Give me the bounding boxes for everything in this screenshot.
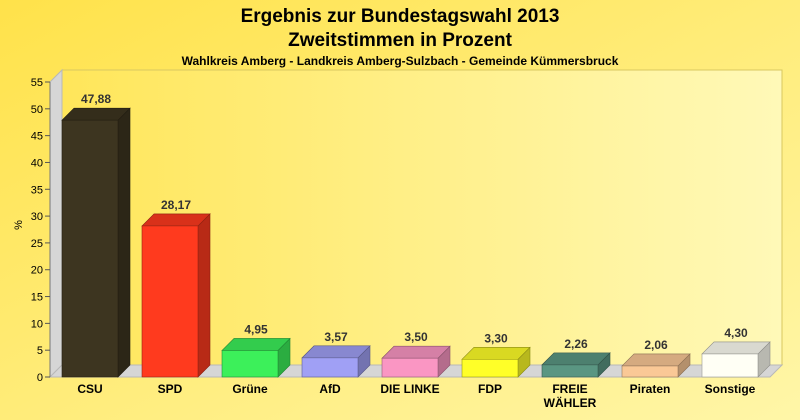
bar-grüne <box>221 337 291 378</box>
chart-subtitle: Wahlkreis Amberg - Landkreis Amberg-Sulz… <box>182 54 619 68</box>
bar-sonstige <box>701 341 771 378</box>
bar-top <box>461 346 531 360</box>
data-label: 3,30 <box>484 331 508 345</box>
y-tick-label: 45 <box>31 131 43 143</box>
bar-top <box>301 345 371 359</box>
y-tick-label: 25 <box>31 238 43 250</box>
bar-front <box>621 365 679 378</box>
y-tick-label: 35 <box>31 184 43 196</box>
x-tick-label: AfD <box>319 382 341 396</box>
data-label: 2,26 <box>564 337 588 351</box>
x-tick-label: WÄHLER <box>544 395 597 410</box>
bar-afd <box>301 345 371 378</box>
x-tick-label: FREIE <box>552 382 587 396</box>
y-tick-label: 40 <box>31 157 43 169</box>
bar-die-linke <box>381 345 451 378</box>
bar-freie-wähler <box>541 352 611 378</box>
bar-spd <box>141 213 211 378</box>
y-tick-label: 30 <box>31 211 43 223</box>
y-tick-label: 10 <box>31 318 43 330</box>
bar-side <box>117 107 131 378</box>
data-label: 3,57 <box>324 330 348 344</box>
bar-top <box>221 338 291 351</box>
bar-front <box>61 119 119 378</box>
bar-top <box>701 341 771 355</box>
y-tick-label: 0 <box>37 372 43 384</box>
bar-front <box>461 358 519 378</box>
bar-front <box>381 357 439 378</box>
y-tick-label: 55 <box>31 77 43 89</box>
data-label: 2,06 <box>644 338 668 352</box>
bar-csu <box>61 107 131 378</box>
bar-piraten <box>621 353 691 378</box>
x-tick-label: Grüne <box>232 382 268 396</box>
bar-front <box>701 353 759 378</box>
bar-top <box>61 107 131 121</box>
chart-title: Ergebnis zur Bundestagswahl 2013 <box>241 6 560 27</box>
x-tick-label: Piraten <box>630 382 671 396</box>
data-label: 4,95 <box>244 322 268 336</box>
bar-top <box>541 352 611 366</box>
bar-top <box>381 345 451 359</box>
chart-title-line2: Zweitstimmen in Prozent <box>288 30 512 51</box>
plot-left-wall <box>49 68 63 379</box>
bar-top <box>621 353 691 367</box>
x-tick-label: DIE LINKE <box>380 382 439 396</box>
x-tick-label: Sonstige <box>705 382 756 396</box>
data-label: 28,17 <box>161 198 191 212</box>
data-label: 4,30 <box>724 326 748 340</box>
bar-side <box>197 213 211 378</box>
bar-front <box>221 350 279 378</box>
bar-front <box>141 225 199 378</box>
y-tick-label: 20 <box>31 265 43 277</box>
bar-fdp <box>461 346 531 378</box>
y-tick-label: 15 <box>31 292 43 304</box>
data-label: 47,88 <box>81 92 111 106</box>
x-tick-label: FDP <box>478 382 502 396</box>
y-tick-label: 50 <box>31 104 43 116</box>
y-axis-label: % <box>13 220 25 230</box>
y-tick-label: 5 <box>37 345 43 357</box>
x-tick-label: SPD <box>158 382 183 396</box>
bar-front <box>301 357 359 378</box>
bar-front <box>541 364 599 378</box>
x-tick-label: CSU <box>77 382 102 396</box>
bar-top <box>141 213 211 227</box>
data-label: 3,50 <box>404 330 428 344</box>
